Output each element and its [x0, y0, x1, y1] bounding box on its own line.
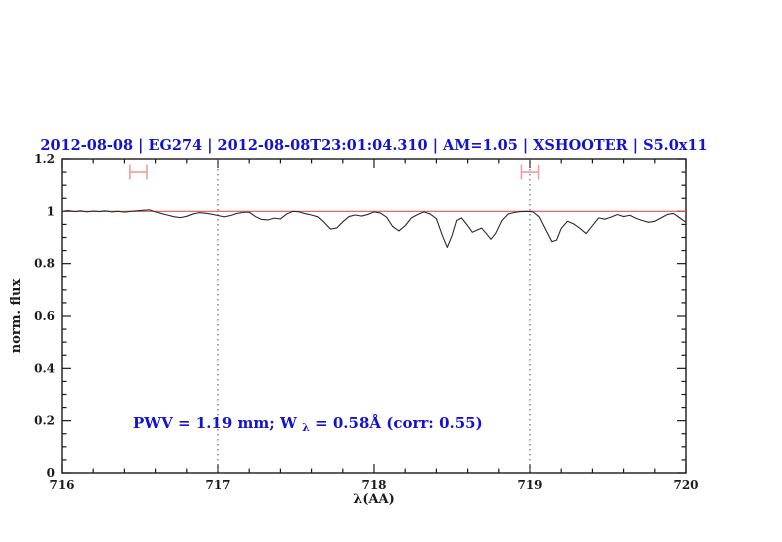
x-tick-label: 720 — [673, 478, 698, 492]
x-tick-label: 718 — [361, 478, 386, 492]
x-tick-label: 717 — [205, 478, 230, 492]
y-tick-label: 0.6 — [34, 309, 55, 323]
y-tick-label: 1.2 — [34, 152, 55, 166]
pwv-annotation-prefix: PWV = 1.19 mm; W — [133, 414, 298, 432]
axes-layer: 716 717 718 719 720 0 0.2 0.4 0.6 0.8 1 1.2 — [34, 152, 698, 492]
y-tick-label: 0.2 — [34, 414, 55, 428]
y-tick-label: 0 — [47, 466, 55, 480]
x-tick-label: 719 — [517, 478, 542, 492]
x-tick-label: 716 — [49, 478, 74, 492]
y-axis-label: norm. flux — [9, 279, 24, 354]
y-tick-label: 0.4 — [34, 361, 55, 375]
pwv-annotation-subscript: λ — [302, 421, 310, 434]
pwv-annotation-suffix: = 0.58Å (corr: 0.55) — [315, 414, 483, 432]
spectrum-line — [61, 209, 687, 248]
data-layer — [61, 159, 687, 473]
pwv-annotation: PWV = 1.19 mm; W λ = 0.58Å (corr: 0.55) — [133, 414, 483, 435]
plot-title: 2012-08-08 | EG274 | 2012-08-08T23:01:04… — [40, 137, 707, 154]
y-tick-label: 1 — [47, 204, 55, 218]
x-axis-label: λ(AA) — [353, 492, 395, 507]
y-tick-label: 0.8 — [34, 257, 55, 271]
